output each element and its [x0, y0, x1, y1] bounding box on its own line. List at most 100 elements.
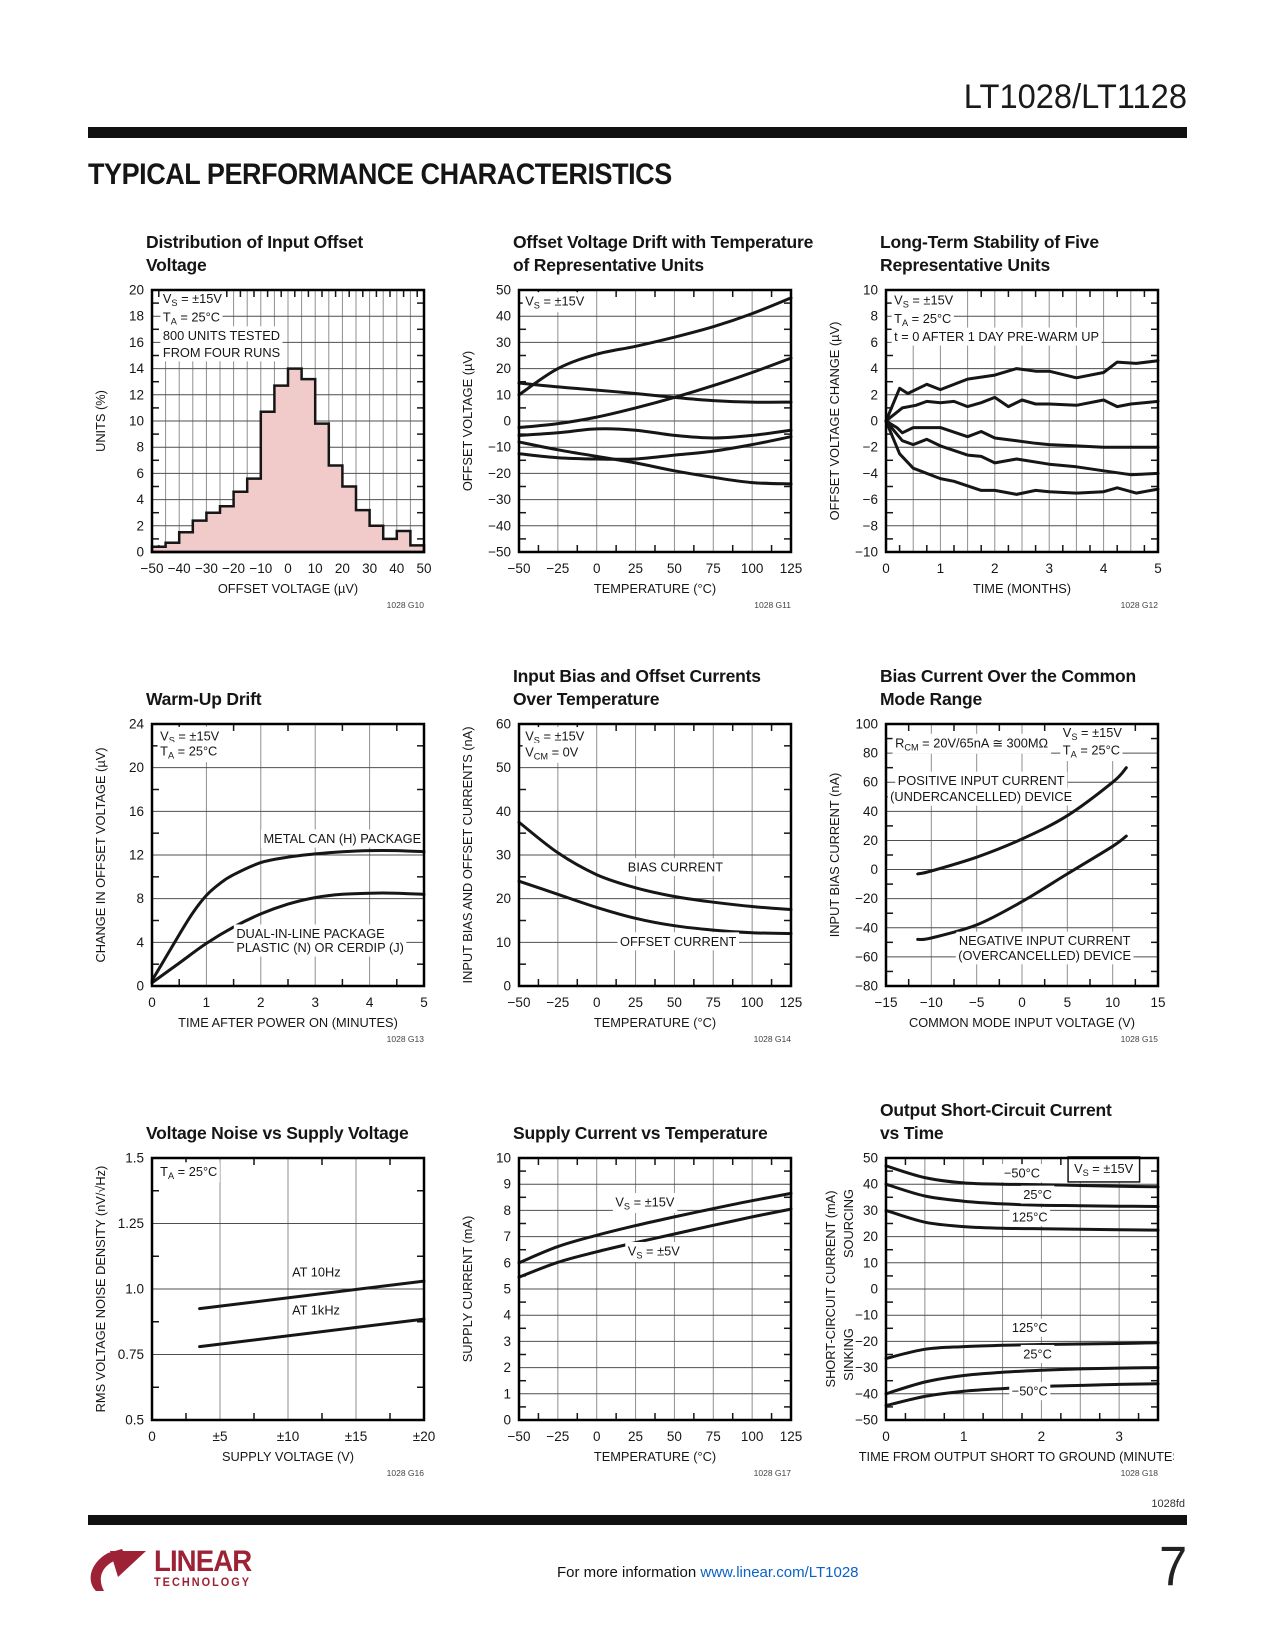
svg-text:25°C: 25°C [1023, 1187, 1052, 1202]
svg-text:−8: −8 [863, 518, 878, 533]
svg-text:10: 10 [129, 414, 144, 429]
svg-text:SINKING: SINKING [841, 1328, 856, 1381]
svg-text:30: 30 [496, 848, 511, 863]
svg-text:10: 10 [863, 283, 878, 298]
chart-input-offset-distribution: Distribution of Input Offset Voltage VS … [88, 226, 454, 612]
svg-text:1028 G17: 1028 G17 [754, 1468, 792, 1478]
svg-text:8: 8 [503, 1203, 511, 1218]
svg-text:−50°C: −50°C [1004, 1166, 1040, 1181]
svg-text:10: 10 [863, 1255, 878, 1270]
svg-text:−20: −20 [855, 891, 878, 906]
svg-text:1028 G12: 1028 G12 [1121, 600, 1159, 610]
svg-text:VS = ±15V: VS = ±15V [615, 1194, 675, 1211]
svg-text:30: 30 [496, 335, 511, 350]
svg-text:100: 100 [741, 561, 764, 576]
svg-text:1: 1 [960, 1429, 968, 1444]
datasheet-page: LT1028/LT1128 TYPICAL PERFORMANCE CHARAC… [88, 78, 1188, 1598]
svg-text:75: 75 [706, 561, 721, 576]
svg-text:50: 50 [416, 561, 431, 576]
svg-text:125°C: 125°C [1012, 1209, 1048, 1224]
svg-text:AT 1kHz: AT 1kHz [292, 1302, 340, 1317]
svg-text:FROM FOUR RUNS: FROM FOUR RUNS [163, 345, 280, 360]
svg-text:2: 2 [991, 561, 999, 576]
svg-text:VS = ±15V: VS = ±15V [894, 292, 954, 309]
logo-text: LINEAR TECHNOLOGY [154, 1547, 260, 1590]
chart-plot: VS = ±15V VCM = 0V BIAS CURRENT OFFSET CURR… [455, 714, 821, 1046]
svg-text:3: 3 [311, 995, 319, 1010]
svg-text:NEGATIVE INPUT CURRENT: NEGATIVE INPUT CURRENT [959, 933, 1131, 948]
svg-text:125: 125 [780, 995, 803, 1010]
svg-text:OFFSET VOLTAGE (µV): OFFSET VOLTAGE (µV) [460, 351, 475, 491]
svg-text:METAL CAN (H) PACKAGE: METAL CAN (H) PACKAGE [264, 831, 422, 846]
chart-plot: VS = ±15V VS = ±5V −50 −25 0 25 50 75 100 125 0 1 2 3… [455, 1148, 821, 1480]
svg-text:0.75: 0.75 [118, 1347, 144, 1362]
svg-text:−50: −50 [508, 995, 531, 1010]
svg-text:5: 5 [1154, 561, 1162, 576]
svg-text:0: 0 [882, 1429, 890, 1444]
svg-text:TA = 25°C: TA = 25°C [894, 311, 951, 328]
svg-text:4: 4 [870, 361, 878, 376]
page-footer: LINEAR TECHNOLOGY For more information w… [88, 1537, 1187, 1598]
svg-text:0: 0 [503, 1413, 511, 1428]
svg-text:0: 0 [148, 1429, 156, 1444]
svg-text:−50: −50 [508, 561, 531, 576]
svg-text:3: 3 [1115, 1429, 1123, 1444]
svg-text:TEMPERATURE (°C): TEMPERATURE (°C) [594, 1449, 716, 1464]
svg-text:60: 60 [863, 775, 878, 790]
chart-title: Input Bias and Offset Currents Over Temp… [513, 666, 761, 709]
svg-text:25: 25 [628, 1429, 643, 1444]
svg-text:−25: −25 [546, 1429, 569, 1444]
svg-text:60: 60 [496, 717, 511, 732]
chart-long-term-stability: Long-Term Stability of Five Representati… [822, 226, 1188, 612]
logo-technology-text: TECHNOLOGY [154, 1577, 252, 1589]
svg-text:75: 75 [706, 1429, 721, 1444]
svg-text:VS = ±15V: VS = ±15V [1063, 725, 1123, 742]
svg-text:4: 4 [503, 1308, 511, 1323]
svg-text:100: 100 [741, 1429, 764, 1444]
svg-text:SUPPLY CURRENT (mA): SUPPLY CURRENT (mA) [460, 1216, 475, 1362]
svg-text:0: 0 [870, 862, 878, 877]
svg-text:1: 1 [937, 561, 945, 576]
svg-text:−30: −30 [488, 492, 511, 507]
svg-text:16: 16 [129, 335, 144, 350]
svg-text:12: 12 [129, 848, 144, 863]
svg-text:0: 0 [136, 979, 144, 994]
svg-text:−40: −40 [855, 1386, 878, 1401]
svg-text:CHANGE IN OFFSET VOLTAGE (µV): CHANGE IN OFFSET VOLTAGE (µV) [93, 748, 108, 963]
svg-text:3: 3 [503, 1334, 511, 1349]
svg-text:5: 5 [503, 1282, 511, 1297]
svg-text:VS = ±15V: VS = ±15V [160, 728, 220, 745]
svg-text:8: 8 [870, 309, 878, 324]
svg-text:−10: −10 [855, 1308, 878, 1323]
svg-text:−40: −40 [168, 561, 191, 576]
svg-text:−50: −50 [508, 1429, 531, 1444]
svg-text:0: 0 [870, 414, 878, 429]
svg-text:1028 G10: 1028 G10 [387, 600, 425, 610]
svg-text:INPUT BIAS AND OFFSET CURRENTS: INPUT BIAS AND OFFSET CURRENTS (nA) [460, 727, 475, 984]
footer-info-link[interactable]: www.linear.com/LT1028 [700, 1564, 859, 1581]
svg-text:SUPPLY VOLTAGE (V): SUPPLY VOLTAGE (V) [222, 1449, 354, 1464]
chart-bias-current-common-mode: Bias Current Over the Common Mode Range … [822, 660, 1188, 1046]
svg-text:−50°C: −50°C [1012, 1384, 1048, 1399]
svg-text:9: 9 [503, 1177, 511, 1192]
svg-text:TEMPERATURE (°C): TEMPERATURE (°C) [594, 581, 716, 596]
svg-text:100: 100 [741, 995, 764, 1010]
chart-title: Offset Voltage Drift with Temperature of… [513, 232, 814, 275]
svg-text:2: 2 [136, 518, 144, 533]
svg-text:100: 100 [855, 717, 878, 732]
svg-text:−10: −10 [249, 561, 272, 576]
svg-text:−30: −30 [195, 561, 218, 576]
svg-text:(UNDERCANCELLED) DEVICE: (UNDERCANCELLED) DEVICE [890, 789, 1072, 804]
footer-info: For more information www.linear.com/LT10… [260, 1564, 1156, 1581]
svg-text:30: 30 [863, 1203, 878, 1218]
svg-text:2: 2 [257, 995, 265, 1010]
svg-text:125: 125 [780, 1429, 803, 1444]
svg-text:OFFSET VOLTAGE CHANGE (µV): OFFSET VOLTAGE CHANGE (µV) [827, 322, 842, 521]
svg-text:0: 0 [284, 561, 292, 576]
chart-bias-offset-currents: Input Bias and Offset Currents Over Temp… [455, 660, 821, 1046]
svg-text:UNITS (%): UNITS (%) [93, 390, 108, 452]
chart-plot: VS = ±15V TA = 25°C t = 0 AFTER 1 DAY PRE-… [822, 280, 1188, 612]
svg-text:25: 25 [628, 561, 643, 576]
svg-text:VS = ±15V: VS = ±15V [163, 291, 223, 308]
svg-text:75: 75 [706, 995, 721, 1010]
